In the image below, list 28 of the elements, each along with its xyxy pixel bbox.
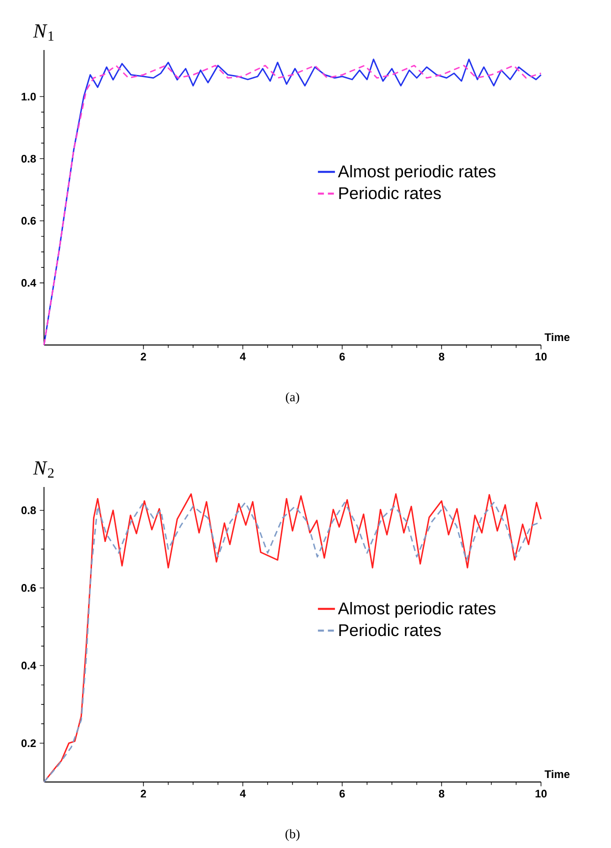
legend-label: Almost periodic rates	[338, 165, 496, 181]
legend-label: Almost periodic rates	[338, 602, 496, 618]
x-tick-label: 6	[340, 352, 345, 361]
x-tick-label: 10	[536, 352, 547, 361]
legend-label: Periodic rates	[339, 186, 441, 200]
x-tick-label: 8	[438, 352, 444, 361]
text: (b)	[286, 829, 300, 841]
y-tick-label: 0.8	[21, 506, 36, 514]
y-tick-label: 0.2	[21, 739, 36, 748]
y-axis-title: N$_{1}$	[33, 24, 54, 41]
x-tick-label: 4	[240, 352, 246, 360]
x-tick-label: 2	[140, 352, 146, 360]
y-tick-label: 0.8	[21, 154, 36, 163]
y-tick-label: 0.4	[21, 279, 36, 287]
y-axis-title: N$_{2}$	[33, 461, 54, 478]
x-axis-title: Time	[544, 770, 570, 778]
x-tick-label: 6	[340, 790, 345, 798]
y-tick-label: 0.6	[21, 216, 36, 225]
x-tick-label: 8	[438, 790, 444, 798]
text: (a)	[286, 392, 300, 404]
y-tick-label: 0.6	[21, 584, 36, 592]
x-tick-label: 10	[536, 790, 547, 798]
y-tick-label: 0.4	[21, 662, 36, 670]
legend-label: Periodic rates	[339, 624, 441, 636]
x-tick-label: 4	[240, 790, 246, 798]
x-tick-label: 2	[140, 790, 146, 798]
x-axis-title: Time	[544, 333, 570, 342]
y-tick-label: 1.0	[22, 92, 36, 100]
